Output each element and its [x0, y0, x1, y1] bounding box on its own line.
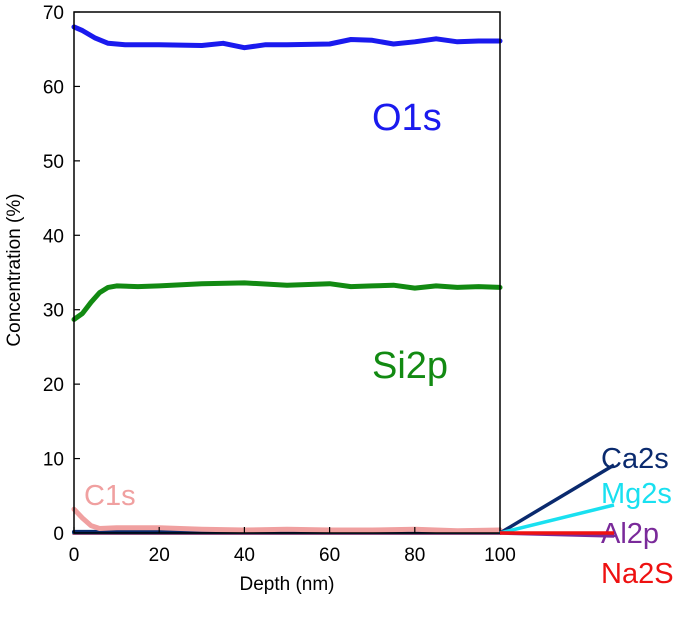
y-tick-label-1: 10 — [43, 450, 64, 471]
legend-leader-ca2s — [499, 463, 615, 535]
y-tick-label-2: 20 — [43, 375, 64, 396]
x-tick-label-0: 0 — [69, 545, 80, 566]
series-labels: O1s Si2p C1s — [84, 97, 448, 512]
y-tick-label-5: 50 — [43, 152, 64, 173]
y-tick-label-6: 60 — [43, 77, 64, 98]
ticks-layer: 0 10 20 30 40 50 60 70 0 20 40 60 80 100 — [43, 3, 516, 566]
legend-leader-mg2s — [499, 503, 615, 535]
legend-label-mg2s: Mg2s — [601, 478, 672, 510]
legend-label-ca2s: Ca2s — [601, 443, 669, 475]
series-label-si2p: Si2p — [372, 345, 448, 387]
y-tick-label-0: 0 — [53, 524, 64, 545]
y-axis-title: Concentration (%) — [4, 193, 25, 346]
y-tick-label-3: 30 — [43, 301, 64, 322]
plot-frame — [73, 11, 501, 534]
x-tick-label-5: 100 — [484, 545, 516, 566]
series-line-si2p — [71, 280, 503, 322]
x-tick-label-2: 40 — [234, 545, 255, 566]
x-tick-label-4: 80 — [404, 545, 425, 566]
series-label-c1s: C1s — [84, 480, 136, 512]
x-tick-label-3: 60 — [319, 545, 340, 566]
y-tick-label-4: 40 — [43, 226, 64, 247]
x-tick-label-1: 20 — [149, 545, 170, 566]
y-tick-label-7: 70 — [43, 3, 64, 24]
series-label-o1s: O1s — [372, 97, 442, 139]
x-axis-title: Depth (nm) — [239, 574, 334, 595]
series-line-o1s — [71, 24, 503, 51]
legend-label-na2s: Na2S — [601, 558, 674, 590]
series-line-c1s — [71, 506, 503, 534]
